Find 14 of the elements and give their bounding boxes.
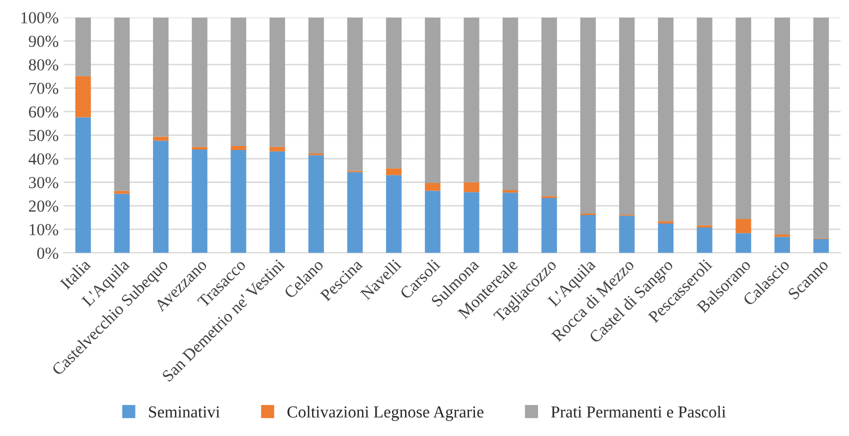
legend-label: Coltivazioni Legnose Agrarie bbox=[287, 406, 484, 421]
y-tick-label: 10% bbox=[30, 224, 58, 236]
y-tick-label: 50% bbox=[29, 130, 58, 142]
y-tick-label: 60% bbox=[28, 106, 58, 118]
y-tick-label: 70% bbox=[29, 82, 58, 94]
y-tick-label: 80% bbox=[28, 59, 58, 71]
legend-label: Seminativi bbox=[149, 406, 220, 418]
y-tick-label: 20% bbox=[28, 200, 58, 212]
y-tick-label: 30% bbox=[29, 176, 58, 188]
y-tick-label: 0% bbox=[37, 248, 58, 259]
legend-label: Prati Permanenti e Pascoli bbox=[551, 406, 726, 418]
y-tick-label: 90% bbox=[28, 36, 58, 47]
y-tick-label: 40% bbox=[28, 153, 58, 165]
y-tick-label: 100% bbox=[21, 12, 58, 24]
